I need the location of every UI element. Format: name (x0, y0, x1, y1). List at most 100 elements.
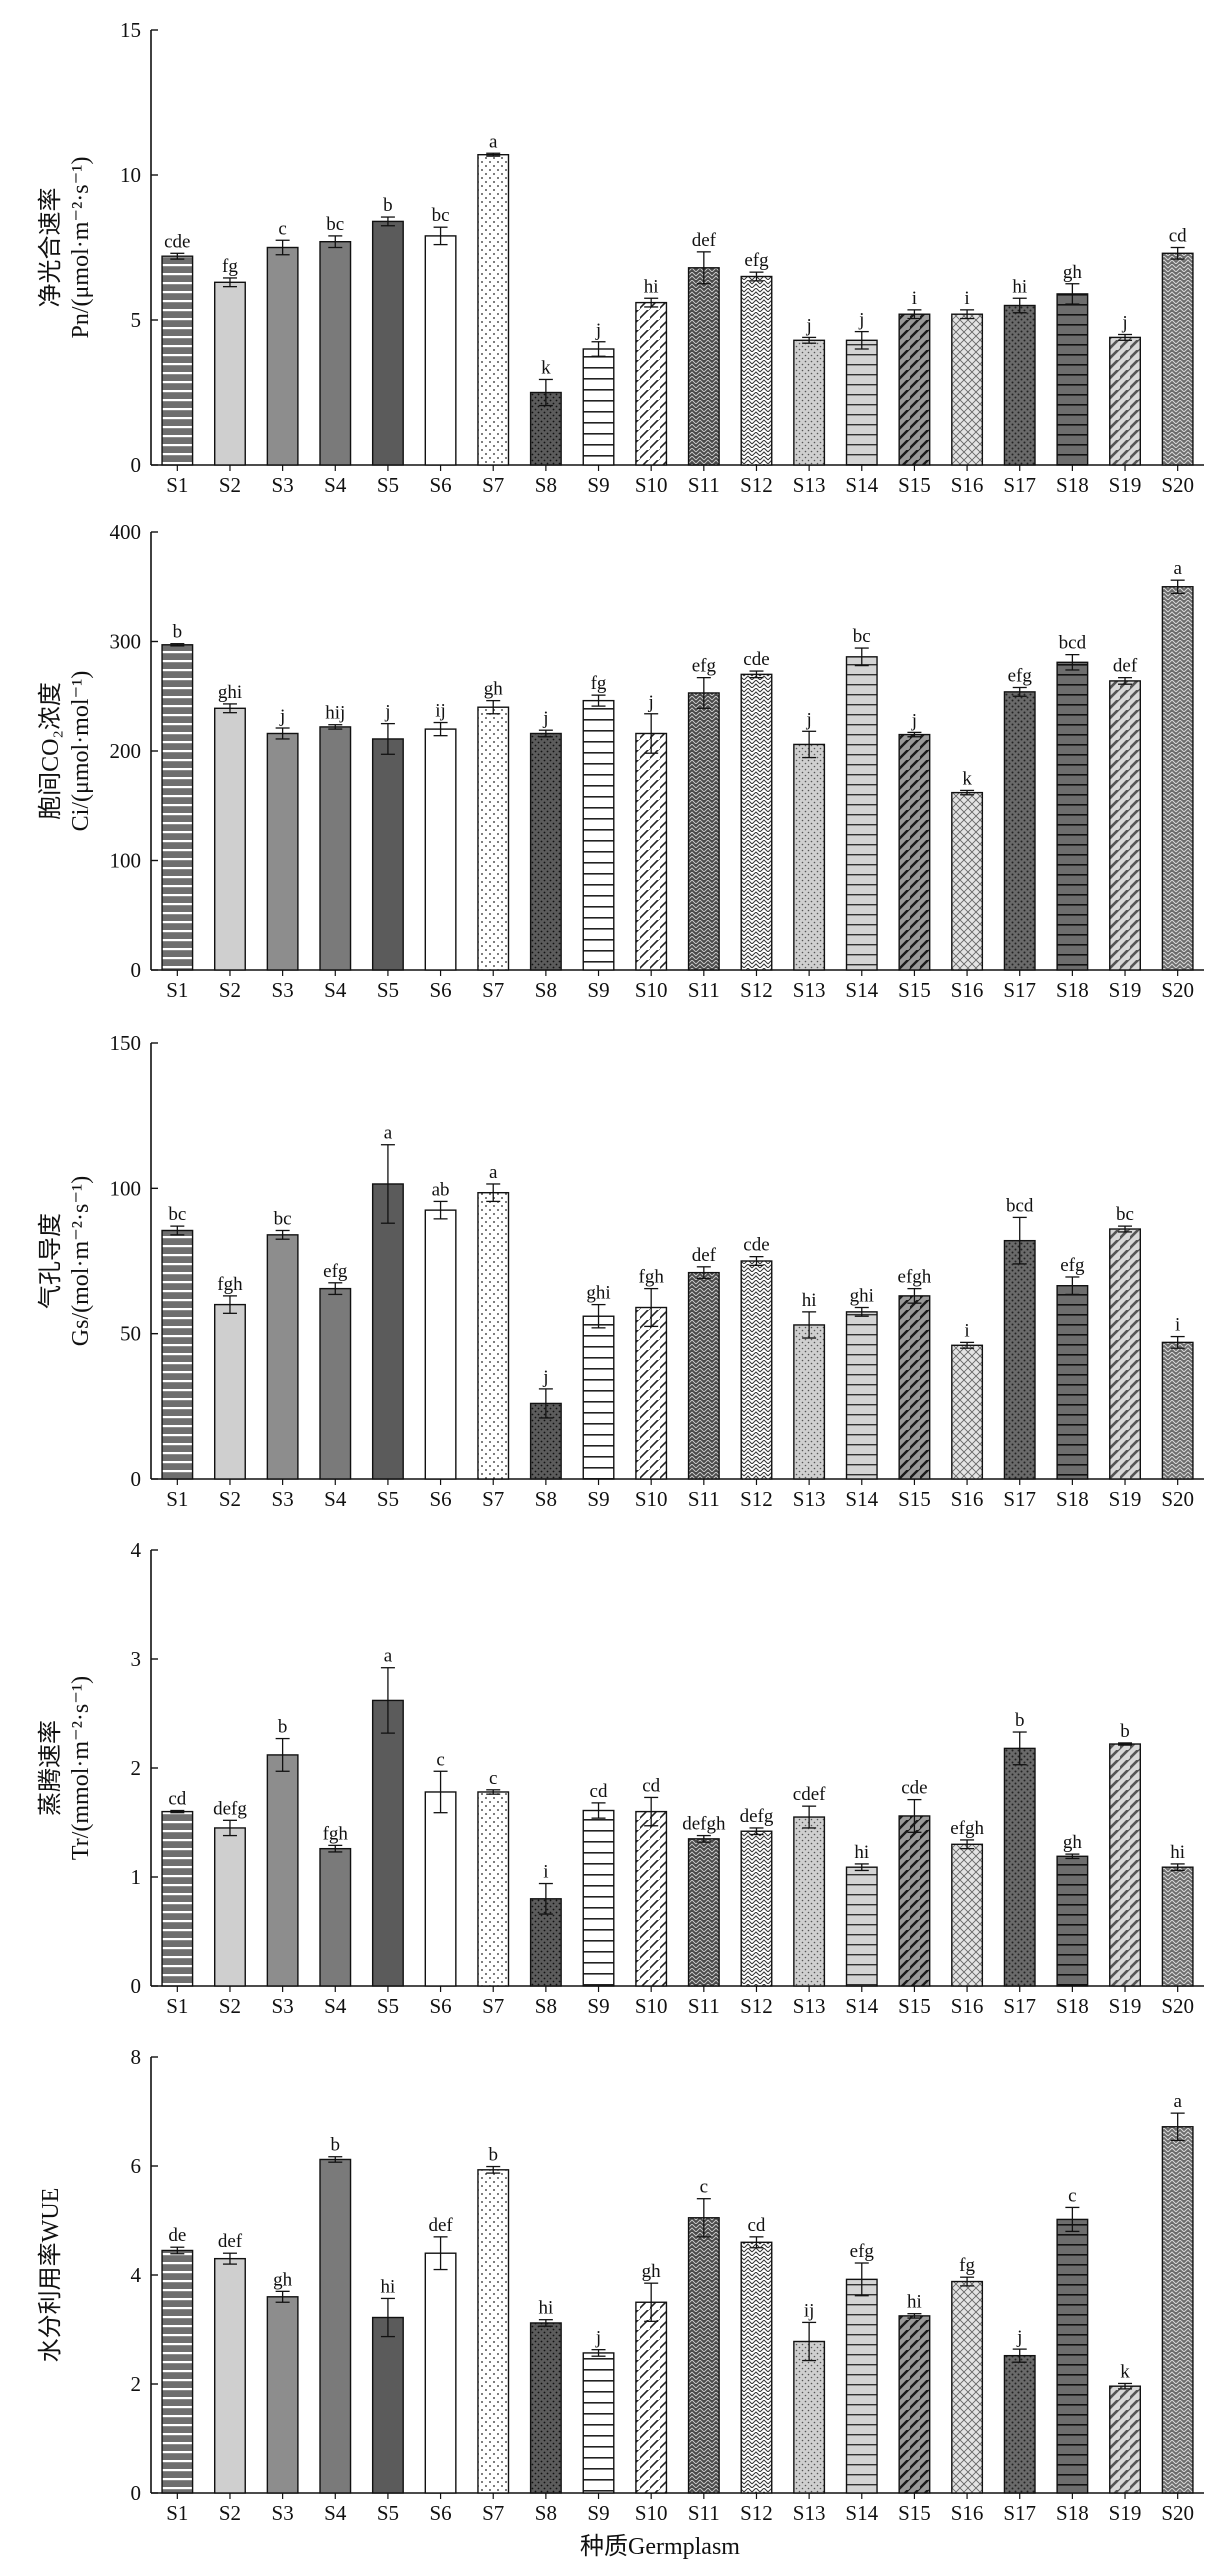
x-tick-label: S14 (845, 473, 878, 497)
x-tick-label: S1 (166, 473, 188, 497)
bar-s17 (1003, 2354, 1036, 2494)
x-tick-label: S17 (1003, 1487, 1036, 1511)
bar-s17 (1003, 304, 1036, 466)
x-tick-label: S2 (219, 978, 241, 1002)
significance-label: b (331, 2135, 341, 2156)
bar-s9 (582, 1315, 615, 1480)
x-tick-label: S17 (1003, 1994, 1036, 2018)
significance-label: gh (1063, 1832, 1083, 1853)
error-bar-s10 (644, 1287, 659, 1328)
x-tick-label: S16 (951, 1994, 984, 2018)
x-tick-label: S2 (219, 473, 241, 497)
x-tick-label: S12 (740, 473, 773, 497)
y-axis-label-line2: Tr/(mmol·m⁻²·s⁻¹) (68, 1676, 94, 1860)
bar-s2 (214, 707, 246, 971)
significance-label: j (279, 706, 285, 727)
significance-label: c (1068, 2185, 1076, 2206)
bar-s16 (951, 2280, 984, 2494)
x-tick-label: S16 (951, 978, 984, 1002)
x-tick-label: S5 (377, 1994, 399, 2018)
x-tick-label: S8 (535, 978, 557, 1002)
x-tick-label: S7 (482, 2501, 504, 2525)
y-tick-label: 0 (131, 958, 142, 982)
x-tick-label: S17 (1003, 473, 1036, 497)
significance-label: k (962, 768, 972, 789)
significance-label: ghi (850, 1286, 874, 1307)
significance-label: ab (432, 1179, 450, 1200)
bar-s10 (635, 2301, 668, 2494)
error-bar-s1 (170, 1809, 185, 1814)
significance-label: ij (435, 701, 446, 722)
y-tick-label: 100 (110, 1176, 142, 1200)
x-tick-label: S2 (219, 2501, 241, 2525)
bar-s4 (319, 1287, 352, 1480)
bar-s9 (582, 348, 615, 466)
bar-s1 (161, 1229, 194, 1480)
error-bar-s20 (1170, 246, 1185, 260)
significance-label: i (964, 1320, 969, 1341)
error-bar-s19 (1118, 1225, 1133, 1233)
significance-label: j (1121, 313, 1127, 334)
error-bar-s4 (328, 1844, 343, 1853)
error-bar-s7 (486, 1183, 501, 1203)
error-bar-s15 (907, 1798, 922, 1833)
error-bar-s17 (1012, 2348, 1027, 2363)
significance-label: j (911, 710, 917, 731)
bar-s13 (793, 2340, 826, 2494)
error-bar-s16 (960, 1341, 975, 1349)
x-tick-label: S20 (1161, 473, 1194, 497)
y-axis-label-line2: Pn/(μmol·m⁻²·s⁻¹) (68, 157, 94, 339)
significance-label: def (692, 1245, 717, 1266)
bar-s1 (161, 644, 194, 971)
x-tick-label: S16 (951, 1487, 984, 1511)
bar-s13 (793, 1816, 826, 1987)
x-tick-label: S13 (793, 2501, 826, 2525)
error-bar-s8 (538, 1882, 553, 1915)
x-tick-label: S12 (740, 978, 773, 1002)
bar-s13 (793, 339, 826, 466)
x-tick-label: S2 (219, 1487, 241, 1511)
x-tick-label: S2 (219, 1994, 241, 2018)
significance-label: fgh (639, 1267, 665, 1288)
x-tick-label: S6 (429, 473, 451, 497)
significance-label: a (489, 1162, 498, 1183)
x-tick-label: S17 (1003, 978, 1036, 1002)
significance-label: j (1016, 2327, 1022, 2348)
error-bar-s12 (749, 670, 764, 679)
bar-s5 (371, 1183, 404, 1480)
x-tick-label: S1 (166, 2501, 188, 2525)
error-bar-s16 (960, 2276, 975, 2287)
error-bar-s5 (380, 1667, 395, 1734)
bar-s7 (477, 706, 510, 971)
error-bar-s4 (328, 2156, 343, 2163)
bar-s17 (1003, 1747, 1036, 1987)
significance-label: def (692, 230, 717, 251)
x-tick-label: S4 (324, 1994, 347, 2018)
error-bar-s6 (433, 2236, 448, 2271)
x-tick-label: S5 (377, 1487, 399, 1511)
bar-s4 (319, 2158, 352, 2494)
x-tick-label: S11 (688, 1487, 720, 1511)
x-tick-label: S19 (1109, 2501, 1142, 2525)
bar-s12 (740, 275, 773, 466)
bar-s19 (1109, 2385, 1141, 2494)
bar-s11 (687, 692, 720, 971)
y-tick-label: 5 (131, 308, 142, 332)
significance-label: efg (692, 656, 717, 677)
bar-s3 (266, 2296, 299, 2494)
y-tick-label: 150 (110, 1031, 142, 1055)
x-tick-label: S19 (1109, 1994, 1142, 2018)
y-tick-label: 300 (110, 630, 142, 654)
error-bar-s12 (749, 271, 764, 282)
error-bar-s13 (802, 1311, 817, 1339)
bar-s4 (319, 1847, 352, 1987)
bar-s12 (740, 673, 773, 971)
significance-label: cde (901, 1778, 927, 1799)
significance-label: cd (168, 1789, 186, 1810)
x-tick-label: S11 (688, 978, 720, 1002)
bar-s3 (266, 1754, 299, 1987)
y-tick-label: 0 (131, 453, 142, 477)
error-bar-s1 (170, 252, 185, 260)
significance-label: cdef (793, 1784, 826, 1805)
